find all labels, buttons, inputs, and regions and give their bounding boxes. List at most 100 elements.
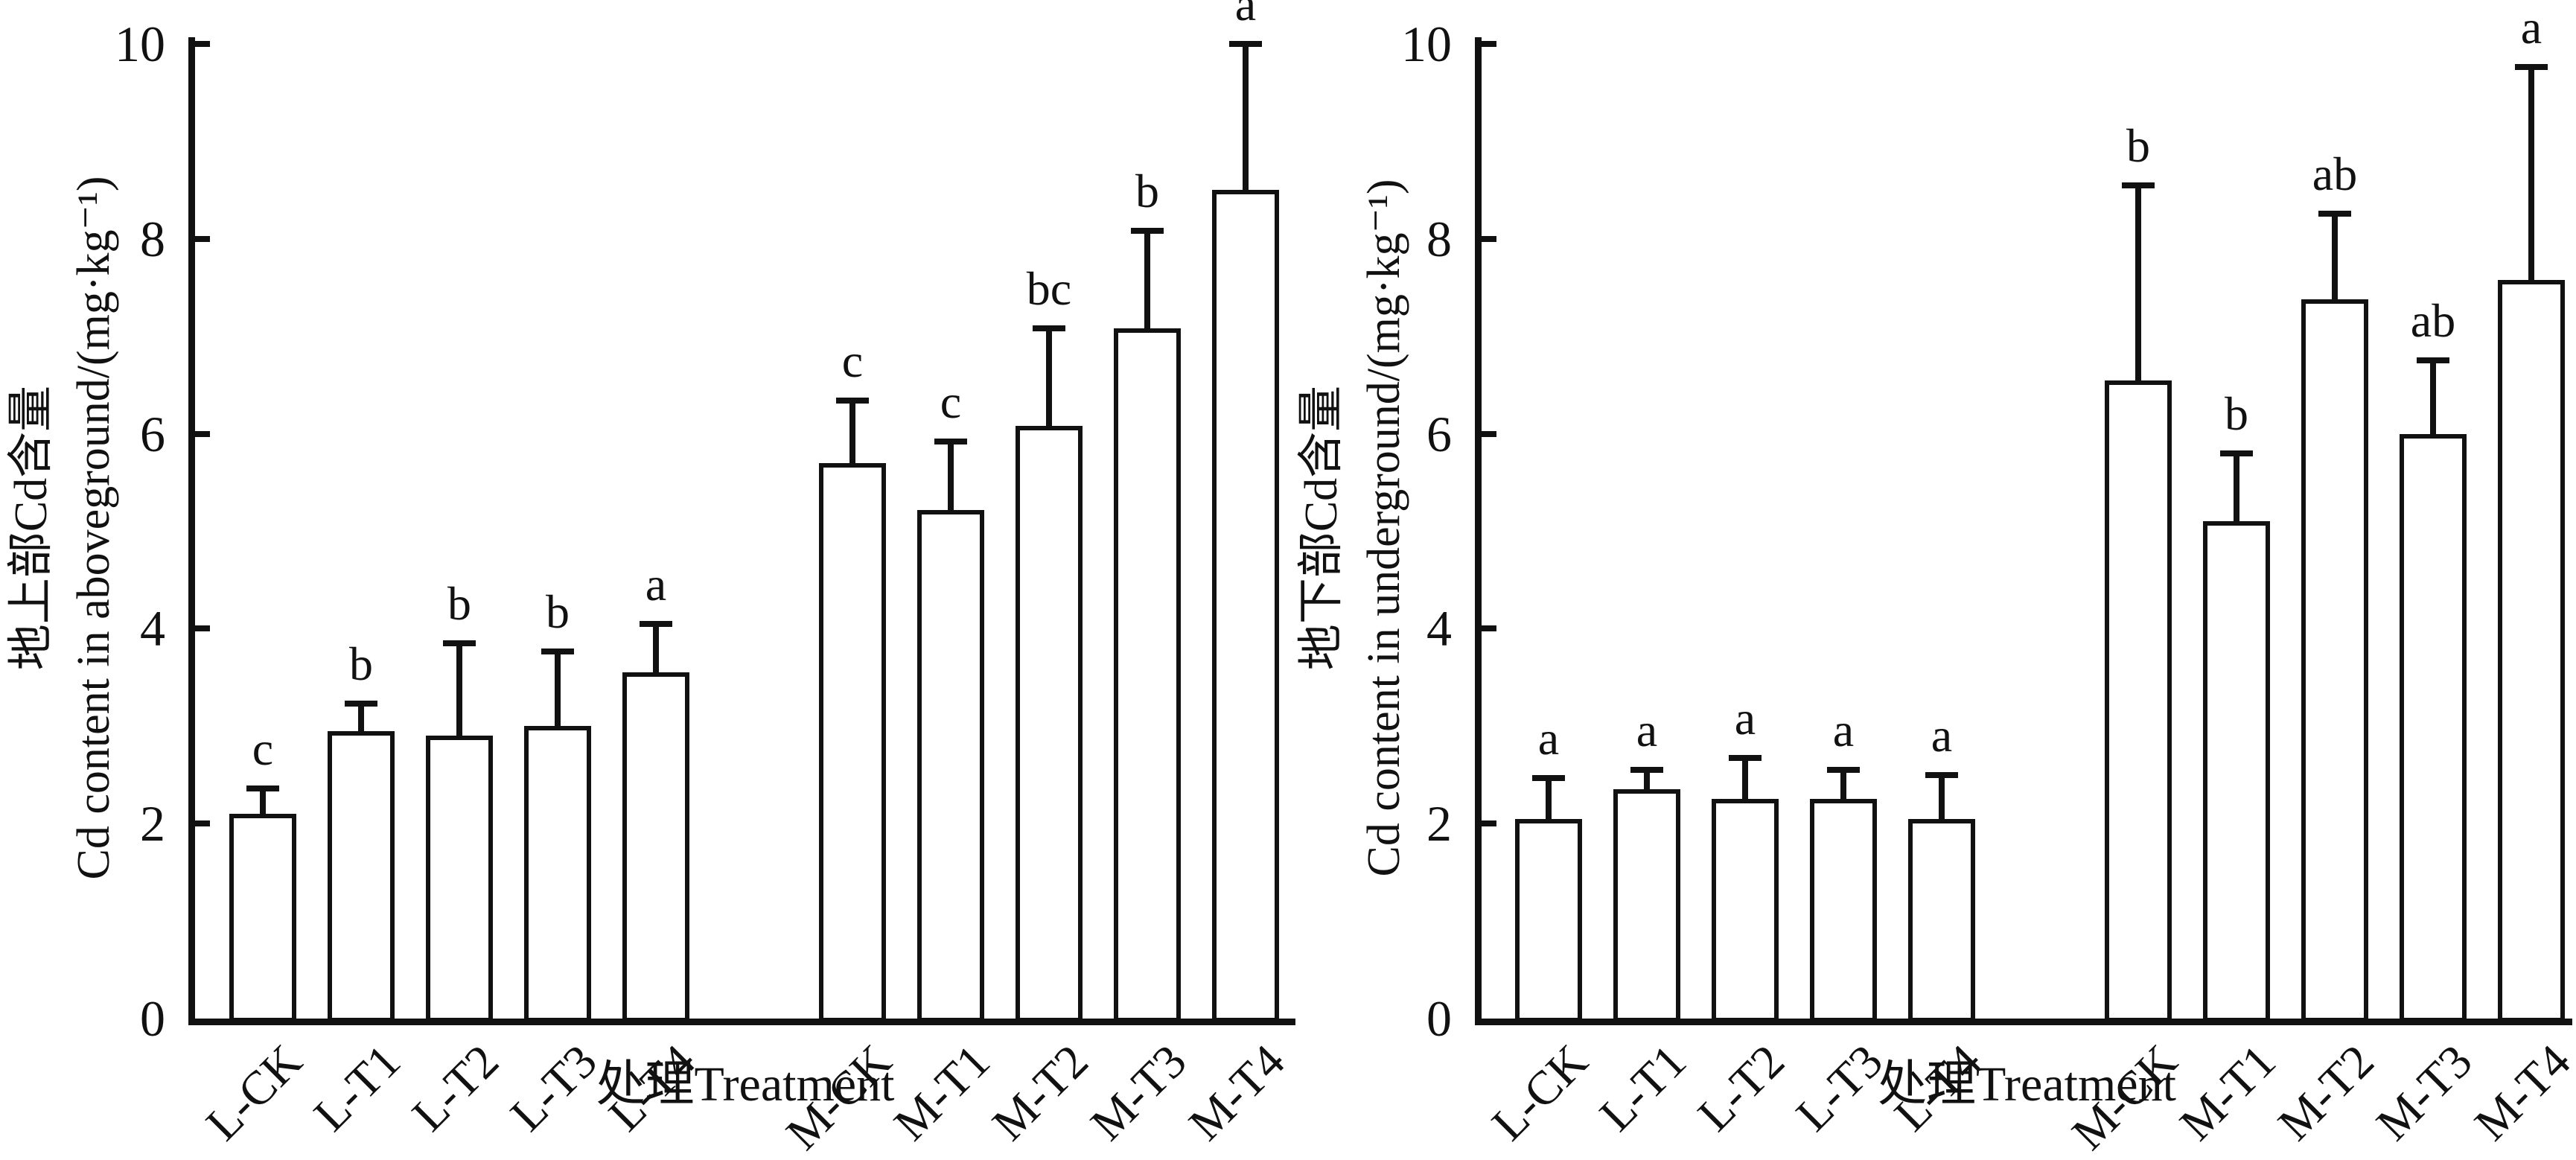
- bar-L-T4: [622, 672, 689, 1022]
- bar-M-T4: [2498, 279, 2565, 1022]
- bar-L-T3: [1810, 799, 1877, 1022]
- error-bar-line: [1840, 770, 1846, 800]
- y-axis-label-underground: 地下部Cd含量 Cd content in underground/(mg·kg…: [1290, 179, 1415, 877]
- y-tick-mark: [195, 430, 210, 437]
- error-bar-cap: [836, 398, 869, 404]
- error-bar-cap: [2220, 450, 2253, 456]
- error-bar-cap: [934, 439, 967, 445]
- sig-letter: b: [1135, 165, 1159, 218]
- figure: 地上部Cd含量 Cd content in aboveground/(mg·kg…: [6, 0, 2576, 1160]
- x-axis-line: [188, 1019, 1295, 1025]
- bar-L-T1: [1613, 789, 1680, 1022]
- bar-M-T1: [2203, 521, 2270, 1022]
- sig-letter: a: [2520, 1, 2542, 54]
- sig-letter: a: [1537, 711, 1560, 765]
- y-tick-label: 2: [140, 795, 165, 853]
- y-tick-mark: [1482, 41, 1496, 47]
- error-bar-cap: [2122, 182, 2155, 188]
- y-tick-label: 6: [1426, 405, 1452, 462]
- y-tick-mark: [1482, 625, 1496, 632]
- bar-L-T2: [426, 736, 493, 1022]
- y-tick-mark: [195, 41, 210, 47]
- error-bar-cap: [345, 701, 377, 707]
- error-bar-cap: [1729, 755, 1762, 762]
- sig-letter: b: [2126, 118, 2150, 172]
- y-tick-label: 4: [140, 600, 165, 657]
- y-axis-spine: [1475, 37, 1482, 1025]
- error-bar-line: [948, 442, 954, 510]
- error-bar-line: [1243, 44, 1249, 191]
- error-bar-line: [2234, 453, 2239, 522]
- y-tick-label: 10: [1401, 16, 1452, 72]
- sig-letter: a: [1234, 0, 1257, 31]
- error-bar-cap: [1033, 325, 1065, 332]
- bar-M-T2: [2301, 299, 2368, 1022]
- error-bar-cap: [246, 785, 279, 792]
- y-tick-label: 0: [1426, 990, 1452, 1047]
- error-bar-line: [456, 643, 462, 736]
- error-bar-cap: [2515, 64, 2548, 71]
- y-tick-label: 6: [140, 405, 165, 462]
- error-bar-line: [849, 401, 855, 463]
- y-tick-mark: [1482, 430, 1496, 437]
- y-tick-mark: [1482, 235, 1496, 242]
- y-axis-spine: [188, 37, 195, 1025]
- error-bar-line: [2528, 67, 2534, 280]
- y-tick-label: 4: [1426, 600, 1452, 657]
- y-tick-label: 0: [140, 990, 165, 1047]
- error-bar-line: [1546, 777, 1552, 819]
- y-tick-mark: [195, 625, 210, 632]
- x-axis-title-underground: 处理Treatment: [1878, 1057, 2176, 1112]
- error-bar-cap: [2417, 357, 2449, 364]
- sig-letter: a: [1832, 704, 1855, 757]
- error-bar-cap: [1229, 41, 1262, 47]
- sig-letter: a: [645, 557, 667, 611]
- y-axis-label-underground-en: Cd content in underground/(mg·kg⁻¹): [1359, 179, 1409, 877]
- error-bar-line: [1644, 770, 1650, 790]
- bar-M-T1: [917, 509, 984, 1022]
- y-axis-label-underground-cn: 地下部Cd含量: [1296, 385, 1347, 671]
- error-bar-cap: [1925, 771, 1958, 778]
- error-bar-cap: [1630, 767, 1663, 774]
- error-bar-cap: [640, 620, 672, 627]
- error-bar-line: [653, 623, 659, 673]
- error-bar-line: [2332, 213, 2338, 299]
- sig-letter: b: [349, 637, 373, 691]
- bar-L-T1: [328, 730, 395, 1022]
- y-tick-label: 10: [115, 16, 165, 72]
- bar-M-CK: [2105, 380, 2172, 1022]
- error-bar-line: [1046, 328, 1052, 427]
- bar-M-CK: [819, 462, 886, 1022]
- panel-aboveground: 地上部Cd含量 Cd content in aboveground/(mg·kg…: [6, 0, 1295, 1160]
- error-bar-line: [2135, 185, 2141, 380]
- sig-letter: a: [1931, 708, 1953, 762]
- sig-letter: c: [841, 334, 864, 388]
- sig-letter: c: [252, 722, 274, 776]
- error-bar-cap: [443, 640, 476, 647]
- sig-letter: a: [1734, 692, 1756, 745]
- error-bar-line: [1144, 231, 1150, 329]
- sig-letter: bc: [1026, 262, 1072, 316]
- bar-L-CK: [229, 814, 296, 1022]
- sig-letter: ab: [2410, 294, 2456, 348]
- y-tick-mark: [1482, 820, 1496, 827]
- x-axis-line: [1475, 1019, 2572, 1025]
- sig-letter: ab: [2312, 147, 2358, 200]
- error-bar-cap: [1827, 767, 1860, 774]
- sig-letter: c: [940, 375, 962, 429]
- y-tick-label: 2: [1426, 795, 1452, 853]
- sig-letter: b: [546, 584, 570, 638]
- bar-M-T4: [1212, 190, 1279, 1022]
- error-bar-line: [1742, 758, 1748, 800]
- error-bar-line: [2430, 360, 2436, 434]
- bar-L-T4: [1908, 818, 1975, 1022]
- bar-L-T2: [1712, 799, 1779, 1022]
- bar-M-T3: [1114, 328, 1181, 1022]
- sig-letter: b: [2225, 386, 2248, 440]
- panel-underground: 地下部Cd含量 Cd content in underground/(mg·kg…: [1290, 1, 2576, 1159]
- error-bar-cap: [2318, 210, 2351, 217]
- error-bar-cap: [541, 648, 574, 654]
- y-tick-mark: [195, 820, 210, 827]
- error-bar-line: [358, 704, 364, 731]
- error-bar-cap: [1532, 774, 1565, 781]
